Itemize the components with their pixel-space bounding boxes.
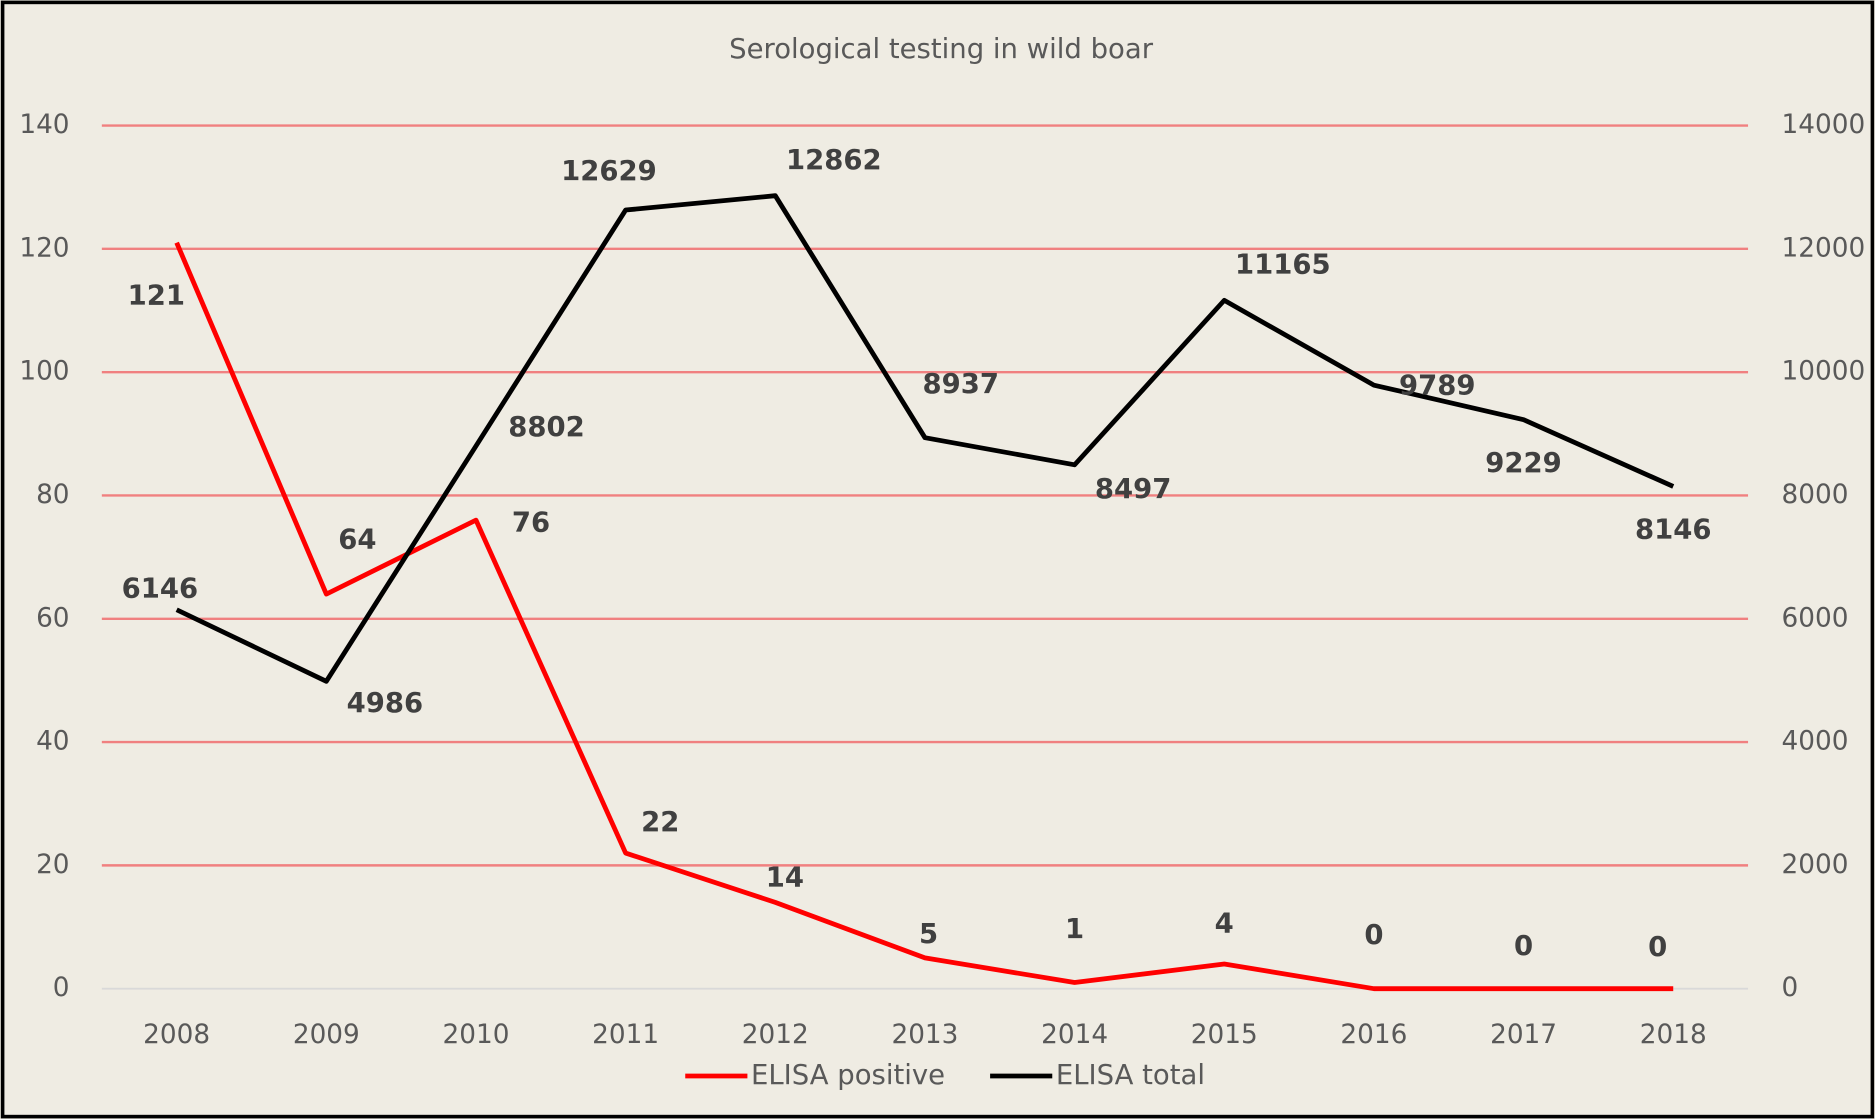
data-label: 64 xyxy=(338,523,376,555)
data-label: 8937 xyxy=(923,368,1000,400)
data-label: 11165 xyxy=(1235,249,1331,281)
x-tick-label: 2018 xyxy=(1640,1020,1707,1050)
data-label: 14 xyxy=(766,861,804,893)
y-tick-label: 60 xyxy=(36,603,69,633)
legend-label: ELISA positive xyxy=(751,1059,945,1091)
data-label: 8146 xyxy=(1635,514,1712,546)
x-tick-label: 2011 xyxy=(592,1020,659,1050)
data-label: 8802 xyxy=(508,411,585,443)
data-label: 4 xyxy=(1215,908,1234,940)
data-label: 8497 xyxy=(1095,473,1172,505)
y2-tick-label: 6000 xyxy=(1782,603,1849,633)
y2-tick-label: 14000 xyxy=(1782,110,1866,140)
legend-label: ELISA total xyxy=(1056,1059,1205,1091)
data-label: 0 xyxy=(1514,930,1533,962)
data-label: 6146 xyxy=(122,572,199,604)
x-tick-label: 2009 xyxy=(293,1020,360,1050)
y-tick-label: 100 xyxy=(19,357,69,387)
series-line xyxy=(174,241,1674,992)
y2-tick-label: 4000 xyxy=(1782,727,1849,757)
x-tick-label: 2017 xyxy=(1490,1020,1557,1050)
x-tick-label: 2008 xyxy=(143,1020,210,1050)
y-tick-label: 20 xyxy=(36,850,69,880)
y2-tick-label: 10000 xyxy=(1782,357,1866,387)
data-label: 76 xyxy=(512,507,550,539)
y2-tick-label: 8000 xyxy=(1782,480,1849,510)
data-label: 5 xyxy=(919,918,938,950)
data-label: 0 xyxy=(1648,931,1667,963)
y2-tick-label: 0 xyxy=(1782,973,1799,1003)
data-label: 9229 xyxy=(1485,447,1562,479)
y-tick-label: 40 xyxy=(36,727,69,757)
data-label: 12862 xyxy=(786,144,882,176)
x-tick-label: 2016 xyxy=(1340,1020,1407,1050)
data-label: 0 xyxy=(1364,919,1383,951)
data-label: 22 xyxy=(641,806,679,838)
x-tick-label: 2010 xyxy=(443,1020,510,1050)
x-tick-label: 2012 xyxy=(742,1020,809,1050)
y-tick-label: 140 xyxy=(19,110,69,140)
y2-tick-label: 2000 xyxy=(1782,850,1849,880)
data-label: 121 xyxy=(128,279,185,311)
data-label: 1 xyxy=(1065,913,1084,945)
chart-title: Serological testing in wild boar xyxy=(729,33,1154,65)
y-tick-label: 120 xyxy=(19,233,69,263)
series-line xyxy=(175,193,1675,684)
x-tick-label: 2014 xyxy=(1041,1020,1108,1050)
y2-tick-label: 12000 xyxy=(1782,233,1866,263)
data-label: 9789 xyxy=(1399,369,1476,401)
data-label: 12629 xyxy=(561,155,657,187)
x-tick-label: 2013 xyxy=(891,1020,958,1050)
y-tick-label: 80 xyxy=(36,480,69,510)
x-tick-label: 2015 xyxy=(1191,1020,1258,1050)
data-label: 4986 xyxy=(347,687,424,719)
y-tick-label: 0 xyxy=(53,973,70,1003)
